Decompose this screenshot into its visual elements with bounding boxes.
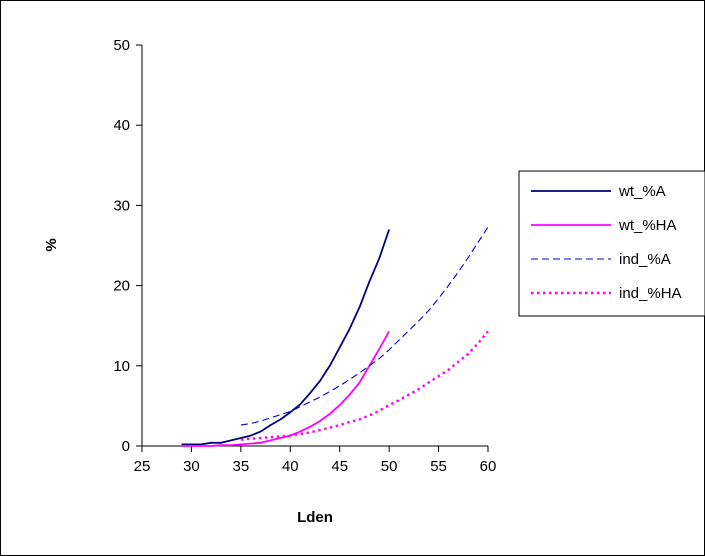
legend-label: ind_%HA [619,285,682,302]
series-line-wt-ha [181,330,390,447]
x-tick-label: 60 [480,458,497,475]
y-tick-label: 30 [113,197,130,214]
y-tick-label: 50 [113,37,130,54]
legend-label: ind_%A [619,251,671,268]
x-axis-title: Lden [297,509,333,526]
series-line-ind-ha [240,330,489,441]
x-tick-label: 40 [282,458,299,475]
x-tick-label: 25 [134,458,151,475]
legend-label: wt_%HA [618,217,677,234]
y-axis-title: % [43,238,60,251]
series-line-wt-a [181,229,390,446]
y-tick-label: 10 [113,358,130,375]
x-ticks: 25 30 35 40 45 50 55 60 [134,446,497,475]
legend: wt_%A wt_%HA ind_%A ind_%HA [518,170,705,317]
x-tick-label: 35 [233,458,250,475]
x-tick-label: 30 [183,458,200,475]
x-tick-label: 45 [331,458,348,475]
series-layer [181,226,489,447]
y-tick-label: 0 [122,438,130,455]
x-tick-label: 50 [381,458,398,475]
y-tick-label: 40 [113,117,130,134]
y-ticks: 0 10 20 30 40 50 [113,37,142,455]
series-line-ind-a [240,226,489,426]
x-tick-label: 55 [430,458,447,475]
y-tick-label: 20 [113,278,130,295]
legend-label: wt_%A [618,183,666,200]
